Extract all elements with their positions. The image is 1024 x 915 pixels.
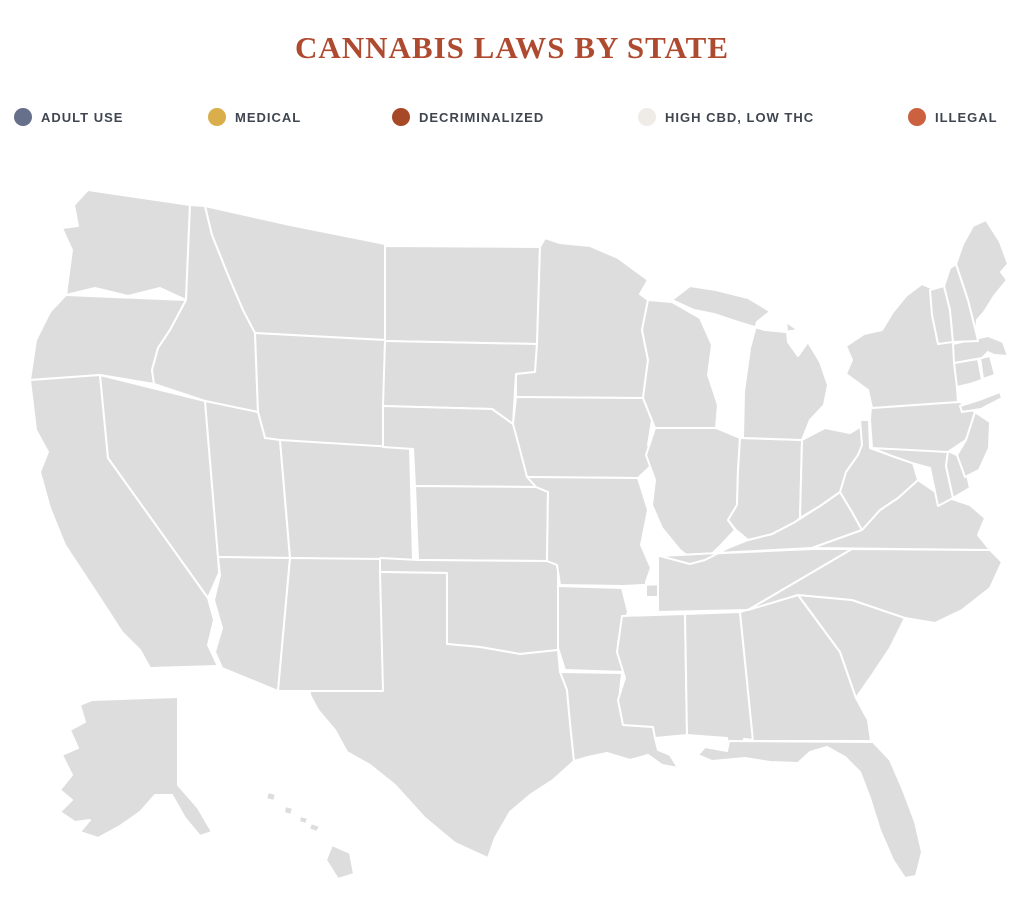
state-arizona	[213, 556, 291, 692]
state-mississippi	[616, 613, 688, 739]
state-wisconsin	[641, 299, 719, 429]
state-north-dakota	[384, 245, 541, 345]
legend-label: ADULT USE	[41, 109, 124, 125]
state-north-carolina	[747, 548, 1003, 624]
state-indiana	[727, 437, 803, 541]
state-kansas	[414, 485, 549, 562]
legend-item-high-cbd: HIGH CBD, LOW THC	[638, 106, 814, 128]
legend-label: ILLEGAL	[935, 109, 998, 125]
legend-item-adult-use: ADULT USE	[14, 106, 123, 128]
state-michigan	[671, 285, 829, 441]
high-cbd-dot-icon	[638, 108, 656, 126]
legend-label: MEDICAL	[235, 109, 302, 125]
legend-item-medical: MEDICAL	[208, 106, 301, 128]
state-washington	[61, 189, 191, 301]
legend-item-decriminalized: DECRIMINALIZED	[392, 106, 544, 128]
adult-use-dot-icon	[14, 108, 32, 126]
state-maine	[955, 219, 1009, 333]
page-title: CANNABIS LAWS BY STATE	[294, 30, 729, 65]
legend-label: HIGH CBD, LOW THC	[665, 109, 815, 125]
state-new-mexico	[277, 557, 384, 692]
state-new-jersey	[956, 411, 991, 478]
state-iowa	[512, 396, 656, 479]
state-colorado	[279, 439, 414, 561]
state-massachusetts	[952, 335, 1009, 364]
decriminalized-dot-icon	[392, 108, 410, 126]
legend: ADULT USE MEDICAL DECRIMINALIZED HIGH CB…	[0, 106, 1024, 130]
state-florida	[697, 740, 923, 879]
state-rhode-island	[979, 355, 996, 380]
illegal-dot-icon	[908, 108, 926, 126]
state-hawaii	[265, 791, 355, 880]
state-alaska	[59, 696, 213, 839]
state-pennsylvania	[869, 401, 976, 453]
state-arkansas	[557, 585, 629, 673]
state-wyoming	[254, 332, 386, 448]
legend-item-illegal: ILLEGAL	[908, 106, 998, 128]
medical-dot-icon	[208, 108, 226, 126]
state-texas	[309, 571, 575, 859]
state-illinois	[645, 427, 741, 566]
legend-label: DECRIMINALIZED	[419, 109, 545, 125]
